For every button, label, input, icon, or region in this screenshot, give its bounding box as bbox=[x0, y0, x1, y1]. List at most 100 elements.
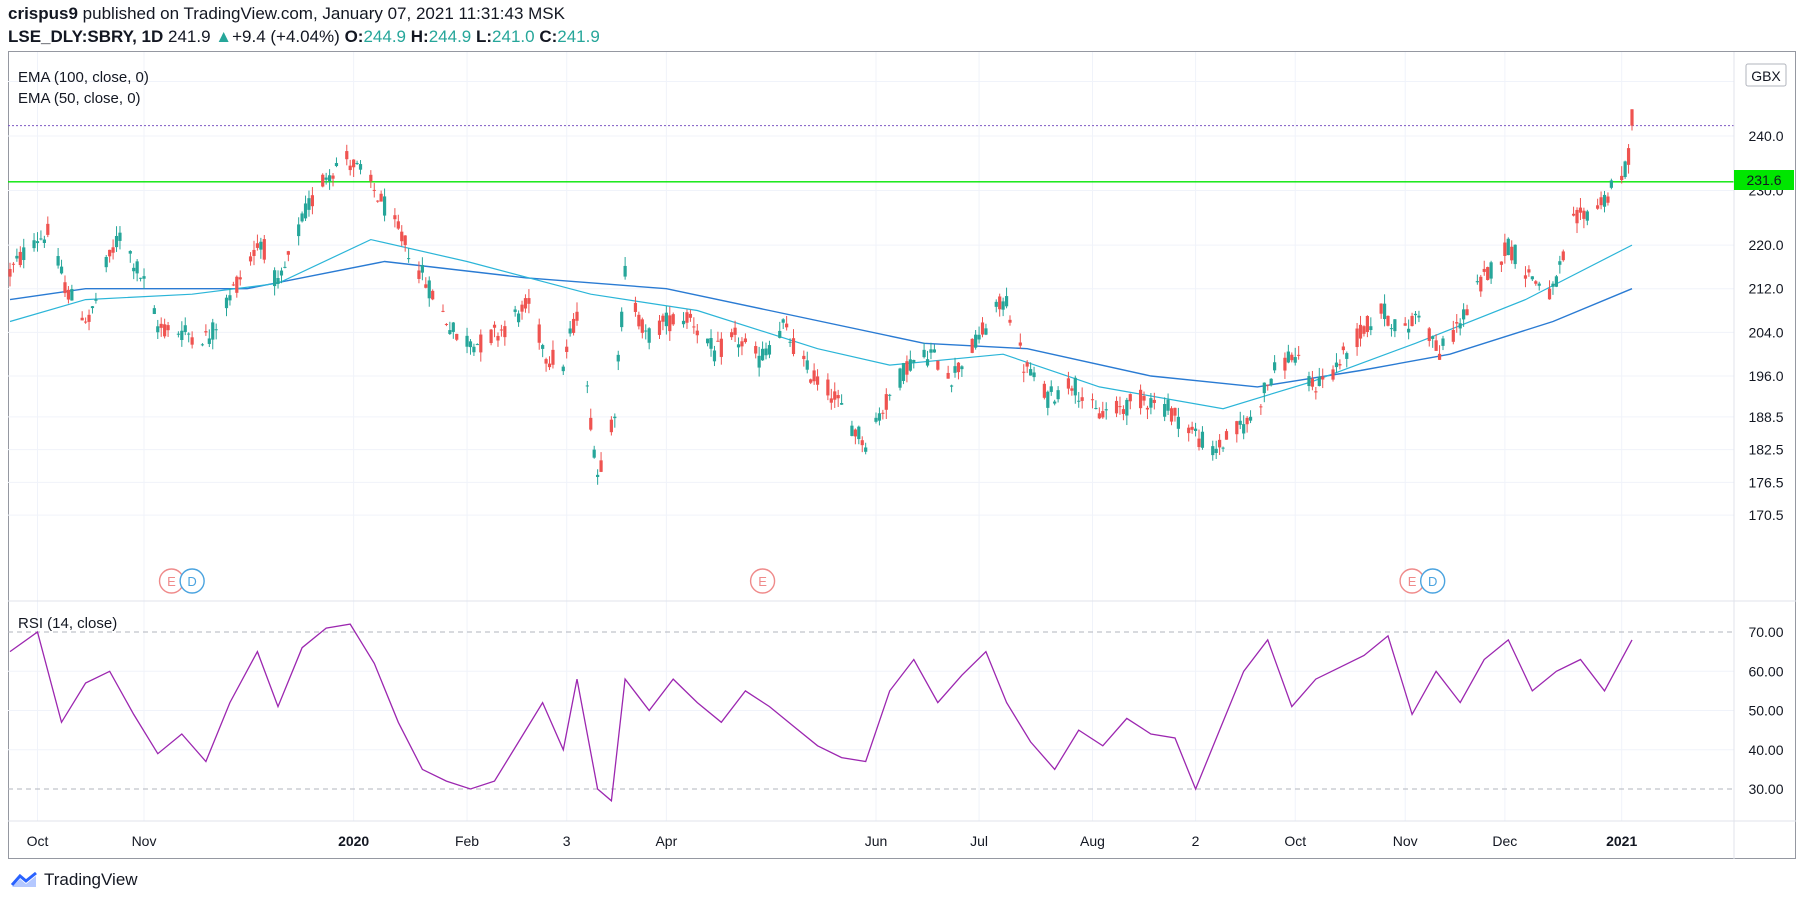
candle-body bbox=[1389, 328, 1394, 330]
candle-body bbox=[1077, 400, 1081, 402]
candle-body bbox=[324, 177, 328, 180]
candle-body bbox=[898, 368, 902, 388]
candle-body bbox=[108, 249, 112, 257]
candle-body bbox=[836, 395, 840, 399]
candle-body bbox=[1056, 390, 1060, 400]
candle-body bbox=[791, 338, 796, 355]
candle-body bbox=[544, 359, 548, 364]
candle-body bbox=[585, 385, 589, 387]
candle-body bbox=[925, 359, 930, 366]
candle-body bbox=[42, 239, 46, 244]
candle-body bbox=[1218, 439, 1222, 448]
footer[interactable]: TradingView bbox=[10, 870, 138, 890]
candle-body bbox=[1585, 211, 1589, 221]
candle-body bbox=[104, 256, 108, 268]
candle-body bbox=[1499, 261, 1504, 265]
candle-body bbox=[613, 416, 617, 419]
candle-body bbox=[516, 313, 521, 323]
candle-body bbox=[1626, 148, 1631, 165]
candle-body bbox=[616, 354, 620, 362]
candle-body bbox=[571, 318, 576, 333]
candle-body bbox=[547, 363, 552, 368]
candle-body bbox=[1620, 175, 1624, 181]
candle-body bbox=[568, 328, 572, 334]
ema50-legend[interactable]: EMA (50, close, 0) bbox=[18, 90, 141, 107]
candle-body bbox=[35, 241, 40, 244]
tradingview-logo-icon bbox=[10, 871, 37, 887]
candle-body bbox=[211, 322, 215, 340]
candle-body bbox=[1417, 315, 1421, 318]
candle-body bbox=[1321, 376, 1325, 380]
candle-body bbox=[527, 298, 531, 304]
price-tag bbox=[1734, 170, 1794, 190]
candle-body bbox=[159, 323, 163, 328]
candle-body bbox=[1128, 394, 1132, 402]
close-label: C: bbox=[539, 27, 558, 46]
candle-body bbox=[1571, 213, 1576, 216]
price-tick-label: 196.0 bbox=[1748, 368, 1783, 384]
candle-body bbox=[840, 403, 844, 405]
candle-body bbox=[695, 330, 699, 336]
rsi-tick-label: 70.00 bbox=[1748, 624, 1783, 640]
candle-body bbox=[1293, 357, 1297, 363]
candle-body bbox=[444, 323, 449, 325]
candle-body bbox=[685, 312, 689, 323]
candle-body bbox=[111, 247, 115, 253]
candle-body bbox=[84, 321, 88, 323]
candle-body bbox=[187, 333, 191, 335]
candle-body bbox=[1602, 194, 1607, 207]
candle-body bbox=[575, 311, 579, 321]
candle-body bbox=[905, 361, 909, 375]
candle-body bbox=[977, 334, 981, 340]
candle-body bbox=[1345, 353, 1349, 359]
candle-body bbox=[1073, 377, 1077, 396]
candle-body bbox=[1554, 276, 1558, 287]
candle-body bbox=[565, 346, 569, 352]
candle-body bbox=[1214, 448, 1218, 453]
candle-body bbox=[1599, 197, 1603, 206]
candle-body bbox=[592, 449, 596, 458]
rsi-legend[interactable]: RSI (14, close) bbox=[18, 615, 117, 632]
candle-body bbox=[142, 276, 146, 279]
candle-body bbox=[300, 213, 304, 222]
time-tick-label: 2021 bbox=[1606, 833, 1637, 849]
candle-body bbox=[1211, 446, 1215, 456]
currency-label: GBX bbox=[1751, 68, 1781, 84]
candle-body bbox=[1029, 369, 1033, 376]
candle-body bbox=[692, 326, 696, 328]
brand-label: TradingView bbox=[44, 870, 138, 889]
dividend-marker-label: D bbox=[187, 574, 196, 589]
author-name[interactable]: crispus9 bbox=[8, 4, 78, 23]
dividend-marker bbox=[179, 568, 205, 594]
time-tick-label: 2 bbox=[1192, 833, 1200, 849]
candle-body bbox=[176, 333, 180, 335]
candle-body bbox=[1138, 389, 1143, 409]
candle-body bbox=[1475, 281, 1479, 283]
candle-body bbox=[468, 341, 473, 348]
ema100-legend[interactable]: EMA (100, close, 0) bbox=[18, 69, 149, 86]
candle-body bbox=[63, 282, 67, 294]
candle-body bbox=[262, 239, 266, 260]
candle-body bbox=[345, 151, 349, 160]
candle-body bbox=[956, 362, 961, 373]
candle-body bbox=[833, 391, 837, 400]
candle-body bbox=[190, 337, 194, 345]
low-label: L: bbox=[475, 27, 493, 46]
candle-body bbox=[334, 163, 339, 167]
candle-body bbox=[138, 277, 143, 279]
candle-body bbox=[1465, 309, 1469, 316]
candle-body bbox=[1486, 267, 1490, 280]
candle-body bbox=[46, 223, 50, 235]
candle-body bbox=[1187, 427, 1191, 434]
earnings-marker-label: E bbox=[758, 574, 767, 589]
candle-body bbox=[276, 278, 280, 284]
candle-body bbox=[1527, 269, 1531, 273]
rsi-series bbox=[9, 623, 1633, 803]
candle-body bbox=[668, 315, 672, 332]
candle-body bbox=[929, 349, 933, 353]
candle-body bbox=[1286, 351, 1290, 363]
candle-body bbox=[166, 325, 170, 331]
candle-body bbox=[1032, 372, 1036, 378]
